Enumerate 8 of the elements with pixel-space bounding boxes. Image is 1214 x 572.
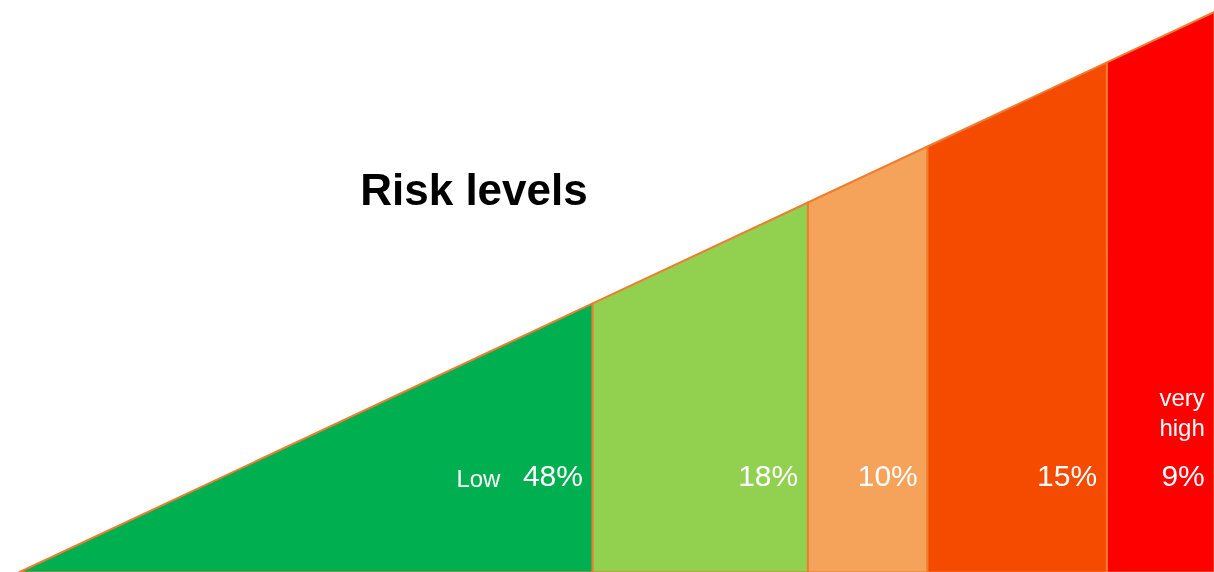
data-label: 9%: [1161, 458, 1205, 492]
category-label: Low: [456, 464, 502, 492]
data-label: 15%: [1037, 458, 1098, 492]
text: Risk levels: [360, 164, 588, 214]
data-label: 18%: [738, 458, 799, 492]
category-label: very high: [1159, 384, 1205, 441]
data-label: 48%: [522, 458, 583, 492]
data-label: 10%: [857, 458, 918, 492]
